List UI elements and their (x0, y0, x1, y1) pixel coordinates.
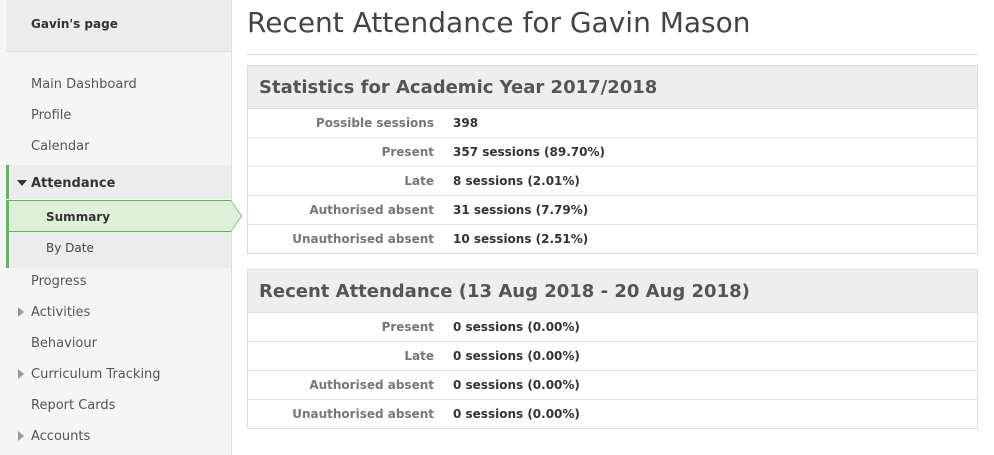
sidebar-item-curriculum-tracking[interactable]: Curriculum Tracking (6, 359, 231, 390)
page-title: Recent Attendance for Gavin Mason (247, 6, 751, 39)
recent-panel-heading: Recent Attendance (13 Aug 2018 - 20 Aug … (259, 281, 750, 302)
caret-down-icon (17, 180, 27, 186)
caret-right-icon (18, 307, 24, 317)
recent-row-value: 0 sessions (0.00%) (453, 378, 580, 392)
sidebar-item-label: Report Cards (31, 398, 116, 413)
stats-row-value: 8 sessions (2.01%) (453, 174, 580, 188)
recent-row-label: Late (404, 349, 434, 363)
recent-row-value: 0 sessions (0.00%) (453, 407, 580, 421)
sidebar-item-accounts[interactable]: Accounts (6, 421, 231, 452)
title-divider (247, 54, 978, 55)
stats-row: Late 8 sessions (2.01%) (248, 167, 977, 196)
caret-right-icon (18, 369, 24, 379)
caret-right-icon (18, 431, 24, 441)
stats-row-label: Authorised absent (309, 203, 434, 217)
stats-row-label: Unauthorised absent (292, 232, 434, 246)
recent-row: Unauthorised absent 0 sessions (0.00%) (248, 400, 977, 428)
sidebar-item-label: Curriculum Tracking (31, 367, 161, 382)
sidebar-item-label: Main Dashboard (31, 77, 137, 92)
stats-row: Authorised absent 31 sessions (7.79%) (248, 196, 977, 225)
stats-panel-header: Statistics for Academic Year 2017/2018 (248, 66, 977, 109)
stats-row-value: 31 sessions (7.79%) (453, 203, 589, 217)
sidebar-item-main-dashboard[interactable]: Main Dashboard (6, 69, 231, 100)
recent-panel: Recent Attendance (13 Aug 2018 - 20 Aug … (247, 269, 978, 429)
recent-panel-header: Recent Attendance (13 Aug 2018 - 20 Aug … (248, 270, 977, 313)
stats-row-label: Late (404, 174, 434, 188)
stats-panel-heading: Statistics for Academic Year 2017/2018 (259, 77, 658, 98)
stats-row-label: Possible sessions (315, 116, 434, 130)
sidebar: Gavin's page Main Dashboard Profile Cale… (0, 0, 242, 455)
sidebar-subitem-label: Summary (46, 210, 111, 224)
recent-row-value: 0 sessions (0.00%) (453, 320, 580, 334)
stats-panel: Statistics for Academic Year 2017/2018 P… (247, 65, 978, 254)
recent-row-label: Unauthorised absent (292, 407, 434, 421)
sidebar-page-header[interactable]: Gavin's page (6, 0, 231, 52)
stats-row-value: 398 (453, 116, 479, 130)
stats-row: Unauthorised absent 10 sessions (2.51%) (248, 225, 977, 253)
sidebar-subitem-summary[interactable]: Summary (6, 200, 242, 232)
sidebar-item-label: Attendance (31, 176, 116, 191)
sidebar-item-label: Progress (31, 274, 87, 289)
sidebar-item-attendance[interactable]: Attendance (6, 165, 231, 199)
sidebar-item-label: Profile (31, 108, 72, 123)
sidebar-item-progress[interactable]: Progress (6, 266, 231, 297)
recent-row-label: Present (381, 320, 434, 334)
sidebar-item-label: Accounts (31, 429, 91, 444)
sidebar-item-report-cards[interactable]: Report Cards (6, 390, 231, 421)
recent-row-value: 0 sessions (0.00%) (453, 349, 580, 363)
sidebar-subitem-by-date[interactable]: By Date (6, 232, 231, 268)
active-arrow-fill (231, 201, 241, 231)
sidebar-item-behaviour[interactable]: Behaviour (6, 328, 231, 359)
stats-row-value: 10 sessions (2.51%) (453, 232, 589, 246)
sidebar-subitem-label: By Date (46, 241, 94, 255)
sidebar-item-calendar[interactable]: Calendar (6, 131, 231, 162)
sidebar-item-profile[interactable]: Profile (6, 100, 231, 131)
sidebar-item-label: Calendar (31, 139, 90, 154)
stats-row: Possible sessions 398 (248, 109, 977, 138)
recent-row: Present 0 sessions (0.00%) (248, 313, 977, 342)
sidebar-item-label: Activities (31, 305, 91, 320)
stats-row: Present 357 sessions (89.70%) (248, 138, 977, 167)
stats-row-value: 357 sessions (89.70%) (453, 145, 605, 159)
sidebar-item-label: Behaviour (31, 336, 97, 351)
sidebar-item-activities[interactable]: Activities (6, 297, 231, 328)
stats-row-label: Present (381, 145, 434, 159)
recent-row: Authorised absent 0 sessions (0.00%) (248, 371, 977, 400)
recent-row-label: Authorised absent (309, 378, 434, 392)
recent-row: Late 0 sessions (0.00%) (248, 342, 977, 371)
sidebar-page-header-label: Gavin's page (31, 17, 118, 31)
